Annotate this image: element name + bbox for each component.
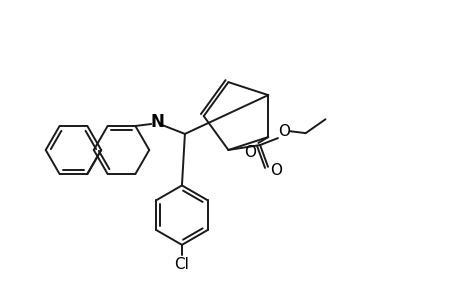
Text: Cl: Cl <box>174 257 189 272</box>
Text: O: O <box>277 124 289 139</box>
Text: O: O <box>269 163 281 178</box>
Text: N: N <box>150 113 164 131</box>
Text: O: O <box>244 146 256 160</box>
